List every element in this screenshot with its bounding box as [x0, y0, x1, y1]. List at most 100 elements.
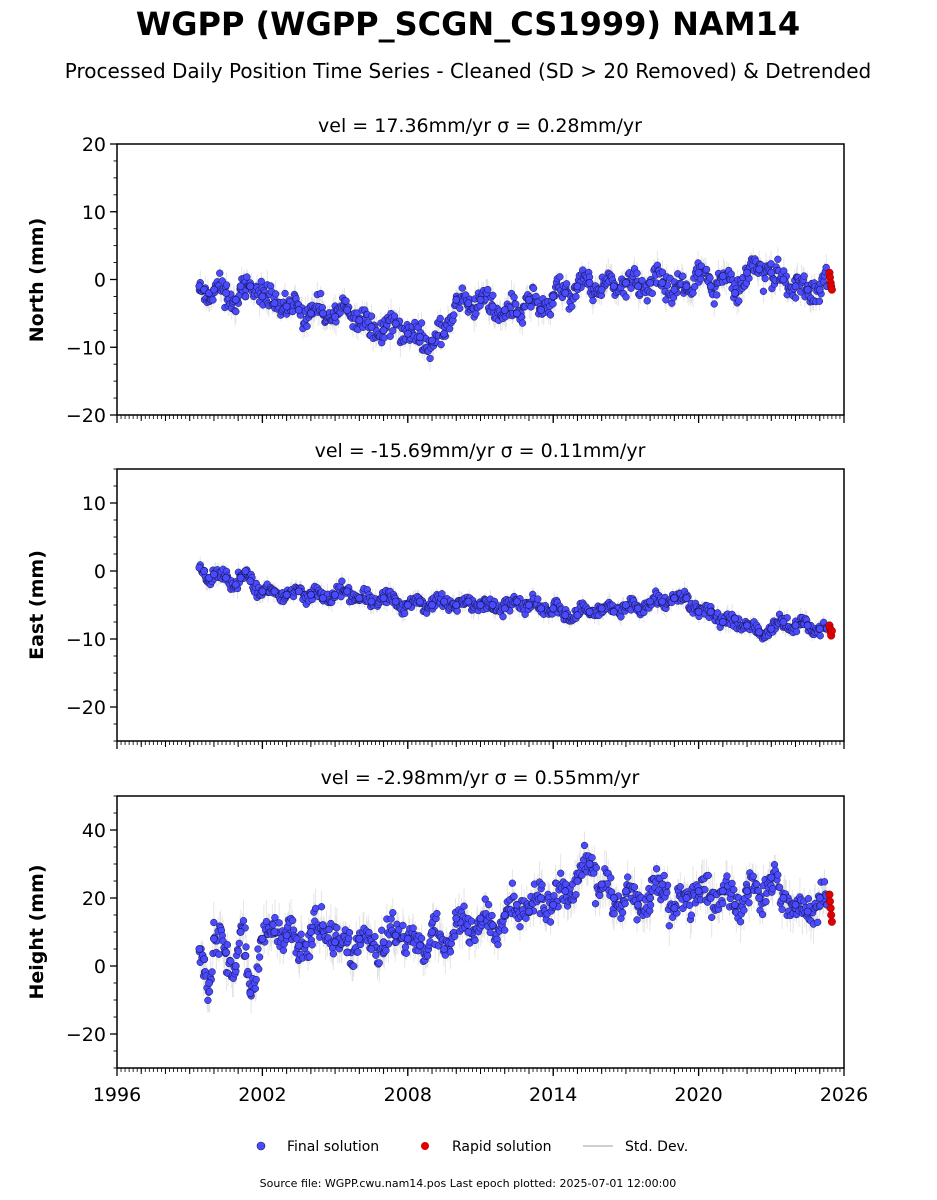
panel-height-title: vel = -2.98mm/yr σ = 0.55mm/yr	[321, 767, 640, 789]
final-solution-point	[354, 948, 362, 956]
final-solution-point	[538, 881, 546, 889]
final-solution-point	[258, 587, 267, 596]
final-solution-point	[663, 888, 671, 897]
final-solution-point	[409, 924, 417, 932]
final-solution-point	[745, 899, 753, 907]
final-solution-point	[713, 291, 721, 299]
final-solution-point	[561, 289, 570, 297]
final-solution-point	[749, 872, 757, 880]
final-solution-point	[464, 299, 473, 308]
final-solution-point	[500, 306, 509, 314]
final-solution-point	[518, 319, 527, 327]
final-solution-point	[815, 297, 824, 305]
final-solution-point	[294, 587, 303, 596]
final-solution-point	[512, 309, 521, 318]
final-solution-point	[391, 597, 400, 606]
final-solution-point	[815, 285, 824, 294]
final-solution-point	[585, 607, 594, 616]
final-solution-point	[670, 594, 679, 603]
final-solution-point	[740, 906, 748, 914]
final-solution-point	[791, 621, 800, 630]
final-solution-point	[546, 918, 555, 926]
final-solution-point	[464, 597, 473, 606]
final-solution-point	[460, 902, 468, 910]
final-solution-point	[350, 962, 358, 970]
final-solution-point	[252, 975, 260, 984]
final-solution-point	[508, 879, 517, 887]
final-solution-point	[367, 323, 376, 331]
final-solution-point	[297, 930, 305, 938]
final-solution-point	[792, 294, 800, 302]
final-solution-series	[195, 255, 831, 363]
final-solution-point	[609, 282, 618, 291]
final-solution-point	[433, 909, 441, 918]
final-solution-point	[380, 334, 388, 342]
x-axis	[116, 415, 845, 423]
final-solution-point	[227, 957, 235, 965]
final-solution-point	[622, 278, 630, 287]
final-solution-point	[792, 627, 801, 636]
final-solution-point	[279, 946, 288, 954]
panel-east-title: vel = -15.69mm/yr σ = 0.11mm/yr	[315, 440, 646, 462]
final-solution-point	[257, 277, 265, 286]
final-solution-point	[331, 590, 339, 599]
final-solution-point	[241, 292, 250, 301]
y-tick-label: 10	[82, 202, 106, 224]
final-solution-point	[557, 869, 565, 877]
final-solution-point	[416, 333, 424, 341]
final-solution-point	[512, 300, 520, 308]
final-solution-point	[210, 570, 218, 579]
x-axis	[116, 741, 845, 749]
panel-north-plot: −20 −10 0 10 20	[66, 134, 845, 427]
final-solution-point	[803, 285, 812, 294]
final-solution-point	[501, 926, 509, 934]
final-solution-point	[452, 601, 461, 609]
final-solution-point	[440, 329, 449, 338]
final-solution-point	[550, 892, 558, 900]
final-solution-point	[270, 299, 279, 308]
final-solution-point	[723, 872, 731, 880]
final-solution-point	[549, 300, 557, 308]
final-solution-point	[728, 879, 736, 888]
final-solution-point	[282, 590, 291, 599]
final-solution-point	[306, 309, 315, 318]
final-solution-point	[665, 922, 673, 930]
final-solution-point	[450, 311, 458, 319]
final-solution-point	[331, 312, 339, 321]
final-solution-point	[338, 577, 346, 585]
final-solution-point	[270, 587, 279, 596]
final-solution-point	[371, 933, 379, 941]
final-solution-point	[254, 945, 262, 953]
final-solution-point	[525, 295, 533, 304]
final-solution-point	[258, 292, 267, 301]
final-solution-point	[484, 901, 493, 909]
final-solution-point	[437, 341, 445, 349]
final-solution-point	[242, 943, 250, 951]
final-solution-point	[319, 594, 327, 603]
final-solution-point	[271, 913, 279, 922]
final-solution-point	[730, 885, 738, 894]
final-solution-point	[525, 601, 533, 609]
final-solution-point	[382, 946, 390, 955]
final-solution-point	[303, 322, 311, 330]
final-solution-point	[232, 307, 240, 316]
final-solution-point	[234, 947, 243, 955]
final-solution-point	[658, 268, 667, 276]
final-solution-point	[367, 312, 376, 320]
final-solution-point	[481, 895, 489, 903]
y-tick-label: −10	[66, 337, 106, 359]
final-solution-point	[241, 567, 250, 575]
final-solution-point	[319, 309, 327, 318]
final-solution-point	[630, 883, 639, 891]
final-solution-point	[345, 928, 354, 937]
final-solution-point	[222, 281, 231, 289]
final-solution-point	[387, 915, 395, 923]
final-solution-point	[573, 282, 582, 291]
final-solution-point	[718, 272, 727, 281]
final-solution-point	[494, 941, 502, 949]
panel-north-title: vel = 17.36mm/yr σ = 0.28mm/yr	[318, 115, 642, 137]
final-solution-point	[488, 911, 496, 920]
final-solution-point	[702, 265, 711, 274]
final-solution-point	[609, 607, 618, 616]
